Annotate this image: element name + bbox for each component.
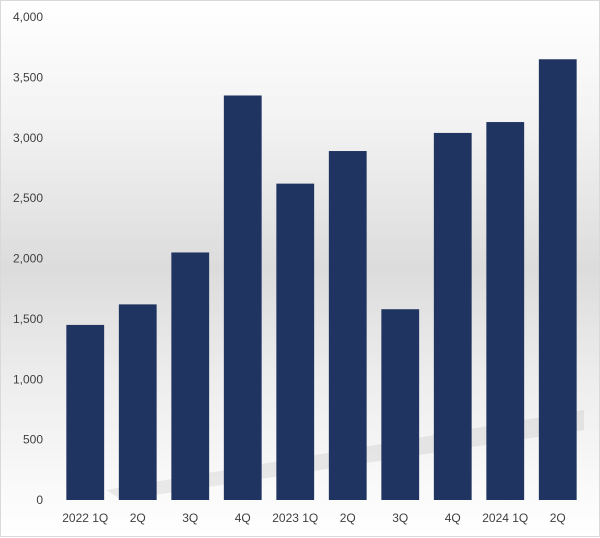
x-tick-label: 2Q bbox=[130, 511, 146, 525]
bar bbox=[223, 95, 262, 501]
x-tick-label: 2Q bbox=[550, 511, 566, 525]
bar bbox=[66, 324, 105, 500]
bar bbox=[276, 183, 315, 500]
x-tick-label: 2Q bbox=[340, 511, 356, 525]
bar bbox=[118, 304, 157, 500]
x-tick-label: 3Q bbox=[182, 511, 198, 525]
bar bbox=[538, 59, 577, 500]
bar bbox=[171, 252, 210, 500]
y-tick-label: 1,000 bbox=[13, 372, 43, 386]
y-tick-label: 0 bbox=[36, 493, 43, 507]
x-tick-label: 2023 1Q bbox=[272, 511, 318, 525]
y-tick-label: 4,000 bbox=[13, 10, 43, 24]
x-tick-label: 4Q bbox=[445, 511, 461, 525]
y-tick-label: 3,500 bbox=[13, 70, 43, 84]
bar bbox=[433, 132, 472, 501]
y-axis: 0 500 1,000 1,500 2,000 2,500 3,000 3,500 4,000 bbox=[13, 10, 43, 507]
x-tick-label: 2024 1Q bbox=[482, 511, 528, 525]
y-tick-label: 1,500 bbox=[13, 312, 43, 326]
x-axis: 2022 1Q 2Q 3Q 4Q 2023 1Q 2Q 3Q 4Q 2024 1Q 2Q bbox=[62, 511, 566, 525]
bar bbox=[328, 151, 367, 500]
x-tick-label: 3Q bbox=[392, 511, 408, 525]
x-tick-label: 2022 1Q bbox=[62, 511, 108, 525]
bar bbox=[486, 122, 525, 501]
bars bbox=[66, 59, 577, 501]
x-tick-label: 4Q bbox=[235, 511, 251, 525]
y-tick-label: 3,000 bbox=[13, 131, 43, 145]
y-tick-label: 2,500 bbox=[13, 191, 43, 205]
y-tick-label: 500 bbox=[23, 433, 43, 447]
y-tick-label: 2,000 bbox=[13, 252, 43, 266]
bar bbox=[381, 309, 420, 500]
